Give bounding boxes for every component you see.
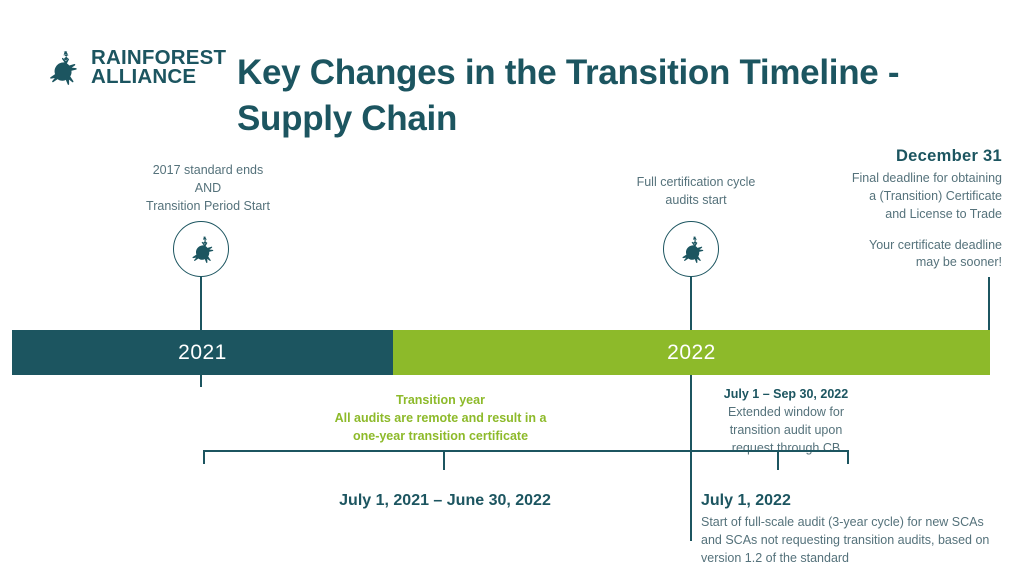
annotation-standard-ends-line3: Transition Period Start (146, 198, 270, 213)
annotation-december-line3: and License to Trade (885, 206, 1002, 221)
rainforest-alliance-logo: RAINFOREST ALLIANCE (38, 38, 228, 96)
logo-wordmark: RAINFOREST ALLIANCE (91, 45, 227, 88)
frog-marker-2022-circle (663, 221, 719, 277)
annotation-extended-window-title: July 1 – Sep 30, 2022 (723, 387, 849, 401)
annotation-full-cycle: Full certification cycle audits start (602, 174, 790, 210)
annotation-december-spacer (780, 224, 1002, 237)
logo-wordmark-line2: ALLIANCE (91, 65, 197, 88)
annotation-extended-window-line3: request through CB (731, 441, 841, 456)
annotation-standard-ends-line2: AND (194, 180, 222, 195)
frog-marker-2021-circle (173, 221, 229, 277)
label-transition-date-range: July 1, 2021 – June 30, 2022 (339, 492, 551, 509)
annotation-extended-window-line2: transition audit upon (729, 423, 843, 438)
bracket-left-cap (203, 450, 205, 464)
annotation-december-line2: a (Transition) Certificate (869, 189, 1002, 204)
annotation-transition-year: Transition year All audits are remote an… (288, 391, 593, 445)
page-title: Key Changes in the Transition Timeline -… (237, 53, 900, 138)
bracket-horizontal-line (203, 450, 849, 452)
annotation-full-cycle-line1: Full certification cycle (636, 175, 756, 189)
december-connector-line (988, 277, 990, 331)
annotation-transition-year-line1: Transition year (396, 393, 485, 407)
bracket-right-cap (847, 450, 849, 464)
logo-wordmark-line1: RAINFOREST (91, 45, 227, 69)
frog-icon (682, 236, 704, 263)
annotation-december-line4: Your certificate deadline (869, 237, 1002, 252)
annotation-december-line5: may be sooner! (915, 255, 1002, 270)
annotation-december-title: December 31 (895, 147, 1002, 165)
annotation-december-deadline: December 31 Final deadline for obtaining… (780, 145, 1002, 272)
annotation-full-scale-audit-title: July 1, 2022 (701, 492, 791, 509)
annotation-december-line1: Final deadline for obtaining (851, 171, 1002, 186)
bracket-tick-range (443, 452, 445, 470)
july-divider-line (690, 375, 692, 541)
annotation-extended-window: July 1 – Sep 30, 2022 Extended window fo… (701, 385, 871, 458)
bracket-tick-july (777, 452, 779, 470)
frog-icon (192, 236, 214, 263)
annotation-standard-ends: 2017 standard ends AND Transition Period… (108, 162, 308, 215)
timeline-segment-2021: 2021 (12, 330, 393, 375)
annotation-transition-year-line3: one-year transition certificate (352, 429, 529, 443)
timeline-segment-2022: 2022 (393, 330, 990, 375)
annotation-standard-ends-line1: 2017 standard ends (152, 163, 264, 177)
annotation-full-cycle-line2: audits start (665, 192, 727, 207)
annotation-full-scale-audit: July 1, 2022 Start of full-scale audit (… (701, 489, 991, 568)
frog-icon (38, 44, 84, 90)
timeline-bar: 2021 2022 (12, 330, 990, 375)
annotation-transition-year-line2: All audits are remote and result in a (334, 411, 547, 425)
annotation-full-scale-audit-body: Start of full-scale audit (3-year cycle)… (701, 515, 990, 566)
annotation-extended-window-line1: Extended window for (727, 405, 845, 420)
